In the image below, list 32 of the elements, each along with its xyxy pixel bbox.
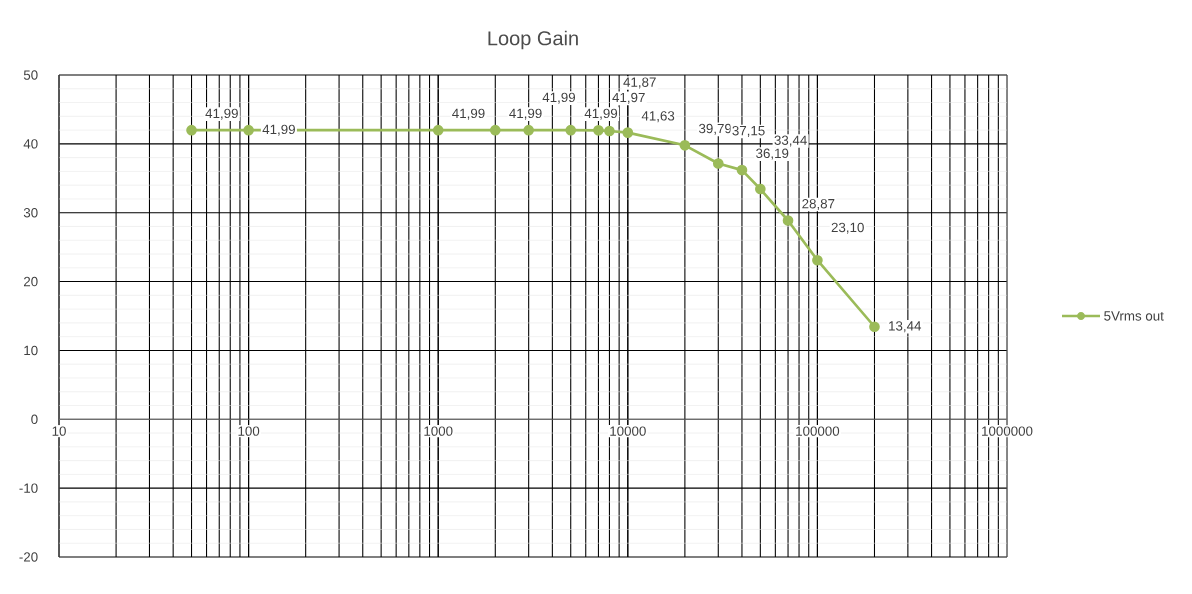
x-tick-label: 1000 (424, 426, 453, 436)
data-label: 41,97 (612, 92, 645, 104)
x-tick-label: 10 (52, 426, 66, 436)
data-label: 41,87 (623, 77, 656, 89)
y-tick-label: 40 (23, 139, 38, 149)
data-label: 37,15 (732, 125, 765, 137)
data-label: 41,99 (542, 92, 576, 104)
data-label: 13,44 (889, 321, 922, 333)
y-tick-label: 20 (23, 276, 38, 287)
data-label: 41,99 (262, 124, 295, 136)
data-label: 41,63 (641, 111, 675, 123)
data-label: 41,99 (452, 108, 485, 120)
data-label: 36,19 (756, 148, 789, 160)
y-tick-label: -20 (19, 552, 38, 562)
x-tick-label: 1000000 (982, 426, 1033, 436)
chart-title: Loop Gain (488, 30, 578, 50)
y-tick-label: 0 (31, 414, 38, 424)
data-label: 41,99 (584, 108, 618, 120)
y-tick-label: 50 (23, 70, 38, 80)
y-tick-label: 10 (24, 345, 38, 356)
x-tick-label: 10000 (610, 426, 646, 436)
x-tick-label: 100 (238, 426, 260, 436)
data-label: 23,10 (831, 222, 864, 234)
data-label: 41,99 (509, 108, 542, 120)
data-label: 28,87 (802, 199, 835, 211)
data-label: 41,99 (205, 108, 238, 120)
data-label: 33,44 (774, 135, 807, 147)
y-tick-label: 30 (23, 208, 38, 218)
data-label: 39,79 (698, 123, 732, 135)
legend-label: 5Vrms out (1104, 311, 1164, 321)
x-tick-label: 100000 (796, 426, 840, 436)
y-tick-label: -10 (19, 483, 38, 493)
